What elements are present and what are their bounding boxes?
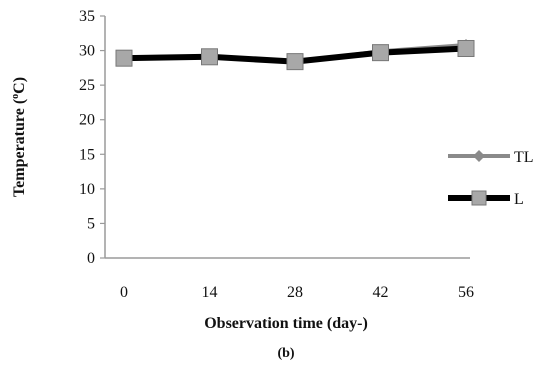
x-axis-ticks: 0 14 28 42 56	[120, 284, 474, 301]
y-axis-title-degree: o	[10, 94, 21, 99]
y-tick-label: 0	[87, 250, 95, 267]
legend-marker-tl	[473, 150, 485, 162]
legend-label-tl: TL	[514, 149, 534, 166]
data-point-l	[201, 48, 218, 66]
y-tick-label: 35	[79, 8, 95, 25]
y-tick-label: 10	[79, 181, 95, 198]
x-tick-label: 56	[458, 284, 474, 301]
plot-area: 0 5 10 15 20 25 30 35 0 14 28 42 56	[79, 8, 475, 301]
y-axis-title-main: Temperature (	[11, 99, 28, 197]
series-layer	[115, 39, 475, 71]
x-tick-label: 28	[287, 284, 303, 301]
data-point-l	[115, 49, 133, 67]
y-tick-label: 25	[79, 77, 95, 94]
y-tick-label: 15	[79, 146, 95, 163]
y-axis-ticks: 0 5 10 15 20 25 30 35	[79, 8, 105, 267]
y-tick-label: 20	[79, 112, 95, 129]
legend-marker-l	[471, 190, 487, 206]
x-axis-title: Observation time (day-)	[204, 315, 368, 332]
data-point-l	[372, 44, 389, 62]
data-point-l	[286, 53, 304, 71]
panel-label: (b)	[277, 346, 294, 361]
legend: TL L	[448, 149, 534, 208]
data-point-l	[457, 39, 475, 57]
x-tick-label: 14	[202, 284, 218, 301]
x-tick-label: 42	[373, 284, 389, 301]
legend-label-l: L	[514, 191, 524, 208]
y-tick-label: 5	[87, 215, 95, 232]
y-axis-title-unit: C)	[11, 77, 28, 94]
y-tick-label: 30	[79, 43, 95, 60]
y-axis-title: Temperature (oC)	[10, 77, 28, 197]
x-tick-label: 0	[120, 284, 128, 301]
